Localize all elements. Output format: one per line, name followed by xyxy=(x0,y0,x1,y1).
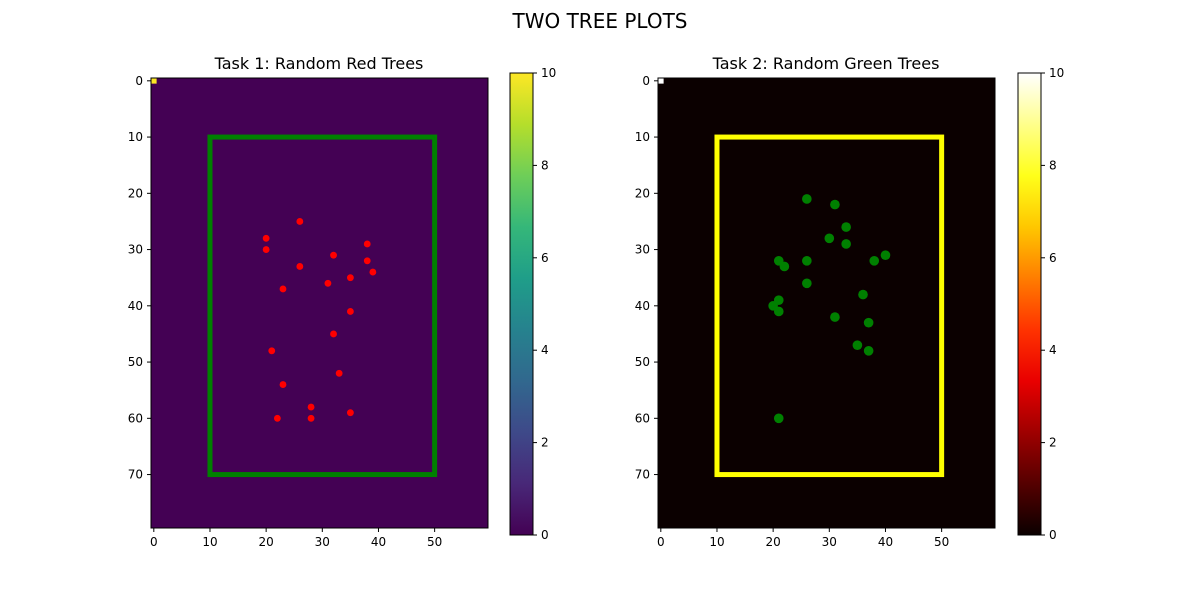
tree-point xyxy=(863,346,874,356)
tree-point xyxy=(335,369,343,377)
tree-point xyxy=(296,218,304,225)
tree-point xyxy=(369,268,377,276)
tree-point xyxy=(802,278,812,289)
colorbar-tick-label: 8 xyxy=(541,158,549,172)
heatmap-image xyxy=(151,78,488,528)
colorbar xyxy=(509,72,534,536)
y-tick-label: 50 xyxy=(128,355,143,369)
heatmap-image xyxy=(658,78,995,528)
x-tick-label: 20 xyxy=(766,535,781,549)
x-tick-label: 50 xyxy=(934,535,949,549)
tree-point xyxy=(262,234,270,242)
colorbar-tick-label: 6 xyxy=(1049,251,1057,265)
tree-point xyxy=(279,285,287,293)
tree-point xyxy=(802,256,812,266)
x-tick-label: 0 xyxy=(150,535,158,549)
y-tick-label: 30 xyxy=(128,243,143,257)
tree-point xyxy=(773,413,784,424)
tree-point xyxy=(346,274,354,282)
x-tick-label: 20 xyxy=(259,535,274,549)
y-tick-label: 70 xyxy=(635,468,650,482)
axes-frame xyxy=(657,77,996,529)
y-tick-label: 40 xyxy=(635,299,650,313)
y-tick-label: 10 xyxy=(128,130,143,144)
colorbar-tick-label: 4 xyxy=(1049,343,1057,357)
y-tick-label: 70 xyxy=(128,468,143,482)
tree-point xyxy=(869,256,880,266)
panel-title: Task 1: Random Red Trees xyxy=(214,54,424,73)
x-tick-label: 0 xyxy=(657,535,665,549)
tree-point xyxy=(330,330,337,338)
axes-frame xyxy=(150,77,489,529)
x-tick-label: 30 xyxy=(822,535,837,549)
colorbar-tick-label: 2 xyxy=(541,436,549,450)
x-tick-label: 10 xyxy=(709,535,724,549)
tree-point xyxy=(824,233,835,244)
y-tick-label: 0 xyxy=(642,74,650,88)
x-tick-label: 30 xyxy=(315,535,330,549)
tree-point xyxy=(330,251,337,259)
tree-point xyxy=(880,250,891,260)
heatmap-hot-cell xyxy=(151,78,157,84)
tree-point xyxy=(773,306,784,317)
tree-point xyxy=(273,414,281,422)
tree-point xyxy=(324,279,332,287)
tree-point xyxy=(852,340,863,350)
tree-point xyxy=(363,257,371,265)
colorbar-tick-label: 8 xyxy=(1049,158,1057,172)
tree-point xyxy=(363,240,371,248)
x-tick-label: 40 xyxy=(878,535,893,549)
tree-point xyxy=(296,263,304,270)
panel-task-1: Task 1: Random Red Trees 0 10 20 30 40 500102… xyxy=(128,54,557,549)
tree-point xyxy=(279,381,287,388)
x-tick-label: 10 xyxy=(202,535,217,549)
tree-point xyxy=(779,261,790,272)
x-tick-label: 50 xyxy=(427,535,442,549)
colorbar-tick-label: 0 xyxy=(1049,528,1057,542)
colorbar-tick-label: 10 xyxy=(541,66,556,80)
y-tick-label: 20 xyxy=(635,186,650,200)
y-tick-label: 60 xyxy=(635,411,650,425)
tree-point xyxy=(863,317,874,328)
y-tick-label: 60 xyxy=(128,411,143,425)
y-tick-label: 0 xyxy=(135,74,143,88)
tree-point xyxy=(841,239,851,249)
panel-title: Task 2: Random Green Trees xyxy=(712,54,940,73)
colorbar-tick-label: 0 xyxy=(541,528,549,542)
tree-point xyxy=(346,409,354,417)
y-tick-label: 50 xyxy=(635,355,650,369)
tree-point xyxy=(346,308,354,315)
colorbar-tick-label: 6 xyxy=(541,251,549,265)
boundary-rectangle xyxy=(207,134,438,478)
tree-point xyxy=(858,289,868,300)
colorbar xyxy=(1017,72,1042,536)
figure-suptitle: TWO TREE PLOTS xyxy=(512,9,688,33)
y-tick-label: 30 xyxy=(635,243,650,257)
tree-point xyxy=(262,246,270,253)
tree-point xyxy=(307,403,315,411)
tree-point xyxy=(802,194,812,204)
heatmap-hot-cell xyxy=(658,78,664,84)
tree-point xyxy=(268,347,276,355)
x-tick-label: 40 xyxy=(371,535,386,549)
boundary-rectangle xyxy=(714,134,945,478)
y-tick-label: 40 xyxy=(128,299,143,313)
y-tick-label: 10 xyxy=(635,130,650,144)
tree-point xyxy=(841,222,851,232)
y-tick-label: 20 xyxy=(128,186,143,200)
tree-point xyxy=(830,312,840,322)
tree-point xyxy=(830,199,840,210)
tree-point xyxy=(307,414,315,422)
panel-task-2: Task 2: Random Green Trees 0 10 20 30 40 5001… xyxy=(635,54,1065,549)
colorbar-tick-label: 10 xyxy=(1049,66,1064,80)
colorbar-tick-label: 2 xyxy=(1049,436,1057,450)
colorbar-tick-label: 4 xyxy=(541,343,549,357)
